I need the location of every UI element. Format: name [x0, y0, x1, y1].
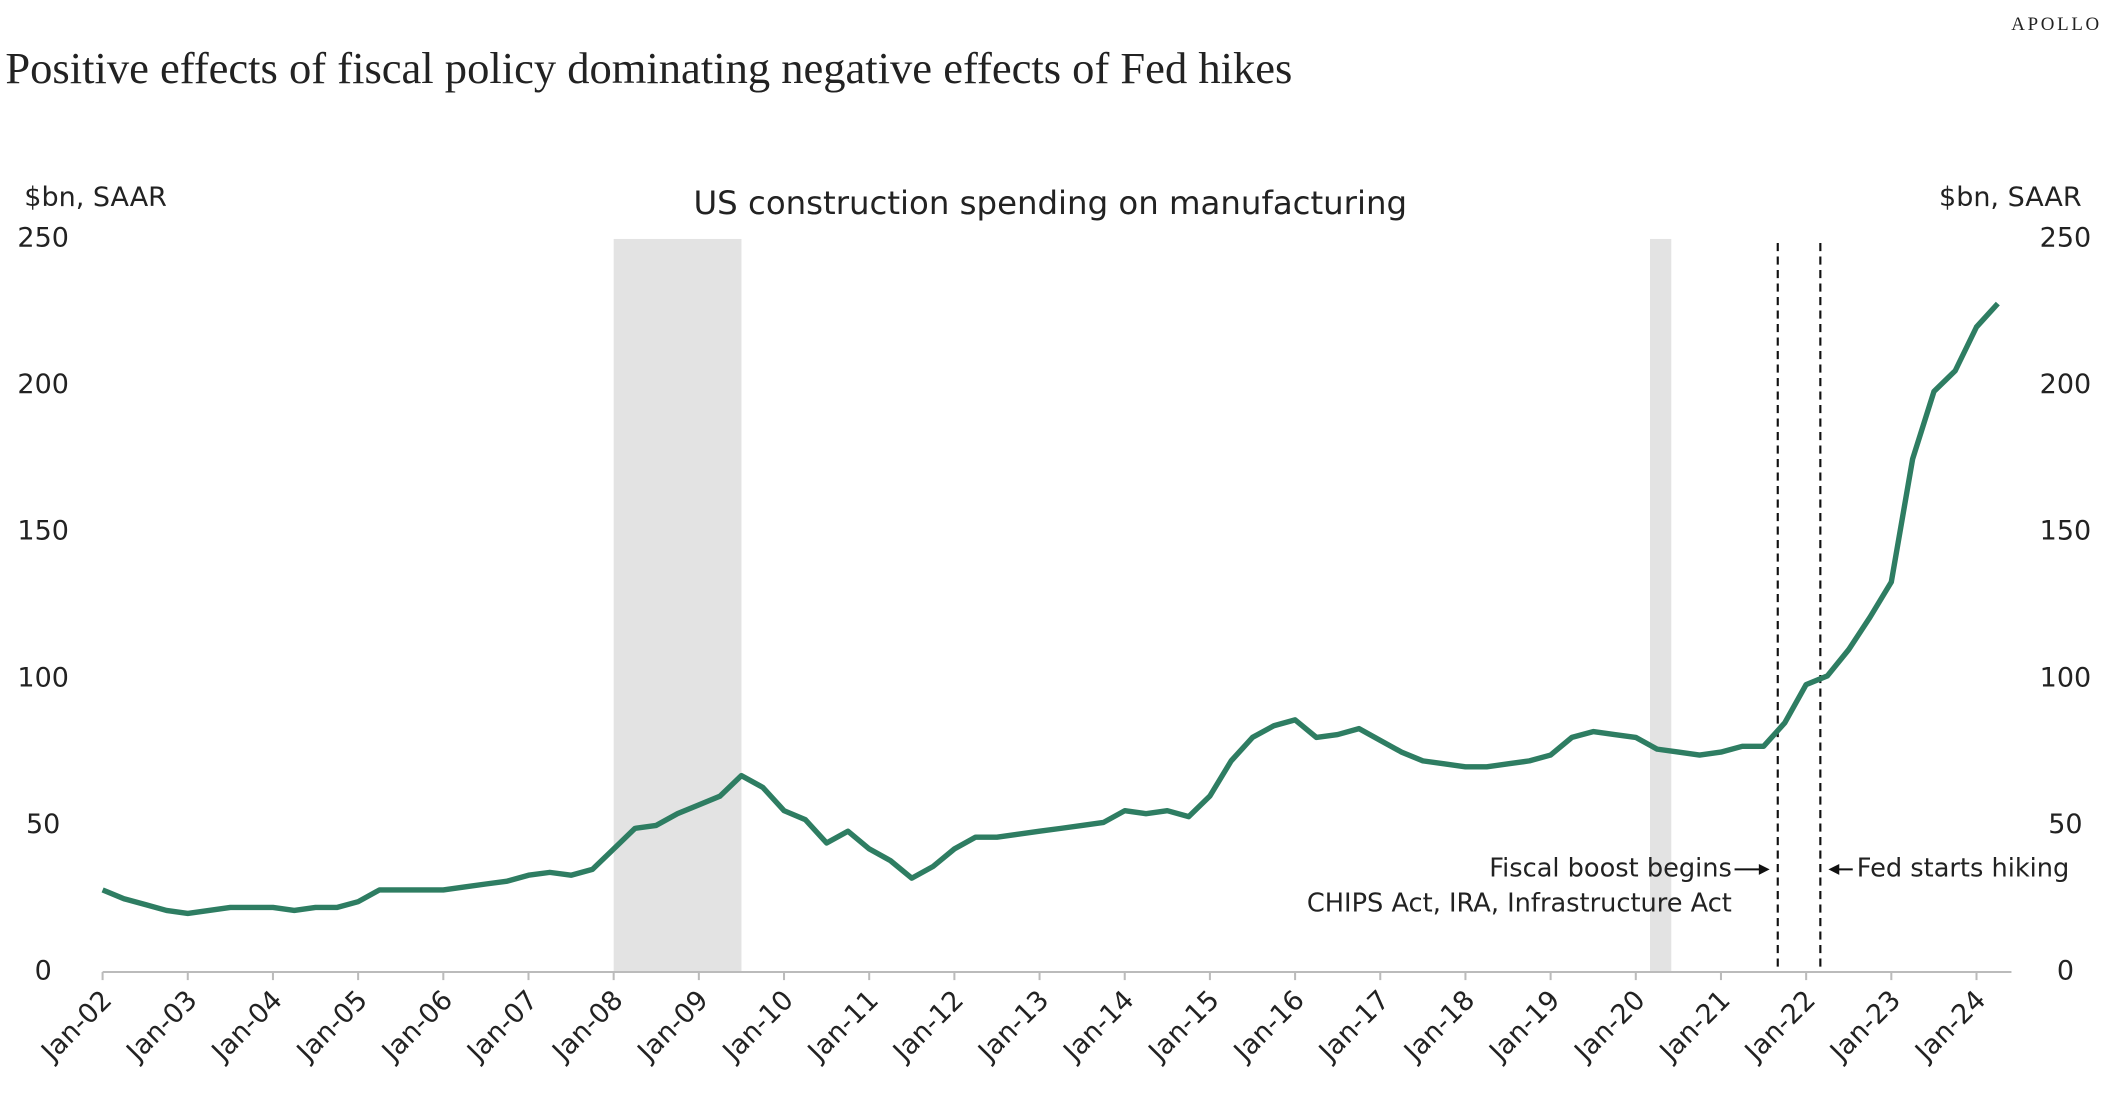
recession-shading — [613, 238, 1672, 973]
x-tick-label: Jan-18 — [1397, 985, 1481, 1069]
x-tick-label: Jan-06 — [375, 985, 459, 1069]
y-tick-label: 100 — [17, 662, 69, 693]
y-axis-label: $bn, SAAR — [24, 182, 167, 213]
event-note: CHIPS Act, IRA, Infrastructure Act — [1307, 889, 1732, 919]
x-tick-label: Jan-15 — [1142, 985, 1226, 1069]
y2-axis-label: $bn, SAAR — [1939, 182, 2082, 213]
x-tick-label: Jan-13 — [971, 985, 1055, 1069]
y2-tick-label: 100 — [2040, 662, 2092, 693]
x-tick-label: Jan-16 — [1227, 985, 1311, 1069]
y-tick-label: 200 — [17, 369, 69, 400]
x-tick-label: Jan-10 — [716, 985, 800, 1069]
brand: APOLLO — [2011, 14, 2102, 35]
y-tick-label: 0 — [35, 956, 52, 987]
y2-tick-label: 200 — [2040, 369, 2092, 400]
y2-tick-label: 150 — [2040, 516, 2092, 547]
data-line — [101, 301, 2000, 917]
chart-subtitle: US construction spending on manufacturin… — [693, 184, 1407, 222]
x-tick-label: Jan-11 — [801, 985, 885, 1069]
x-tick-label: Jan-21 — [1653, 985, 1737, 1069]
y2-tick-label: 0 — [2057, 956, 2074, 987]
x-tick-label: Jan-20 — [1568, 985, 1652, 1069]
chart-title: Positive effects of fiscal policy domina… — [5, 43, 1292, 93]
x-tick-label: Jan-17 — [1312, 985, 1396, 1069]
x-tick-label: Jan-24 — [1908, 985, 1992, 1069]
y2-tick-label: 50 — [2048, 809, 2082, 840]
recession-band — [1649, 238, 1672, 973]
y-tick-label: 50 — [26, 809, 60, 840]
x-tick-label: Jan-19 — [1482, 985, 1566, 1069]
recession-band — [613, 238, 742, 973]
x-tick-label: Jan-08 — [545, 985, 629, 1069]
x-tick-label: Jan-23 — [1823, 985, 1907, 1069]
y-tick-label: 150 — [17, 516, 69, 547]
y2-tick-label: 250 — [2040, 222, 2092, 253]
x-tick-label: Jan-12 — [886, 985, 970, 1069]
x-tick-label: Jan-04 — [205, 985, 289, 1069]
x-tick-label: Jan-02 — [34, 985, 118, 1069]
x-tick-label: Jan-22 — [1738, 985, 1822, 1069]
x-tick-label: Jan-14 — [1056, 985, 1140, 1069]
x-tick-label: Jan-07 — [460, 985, 544, 1069]
y-tick-label: 250 — [17, 222, 69, 253]
event-arrowhead — [1828, 864, 1840, 875]
x-tick-label: Jan-03 — [120, 985, 204, 1069]
event-arrowhead — [1758, 864, 1770, 875]
event-label: Fed starts hiking — [1857, 853, 2070, 883]
x-tick-label: Jan-05 — [290, 985, 374, 1069]
x-tick-label: Jan-09 — [631, 985, 715, 1069]
event-label: Fiscal boost begins — [1489, 853, 1732, 883]
